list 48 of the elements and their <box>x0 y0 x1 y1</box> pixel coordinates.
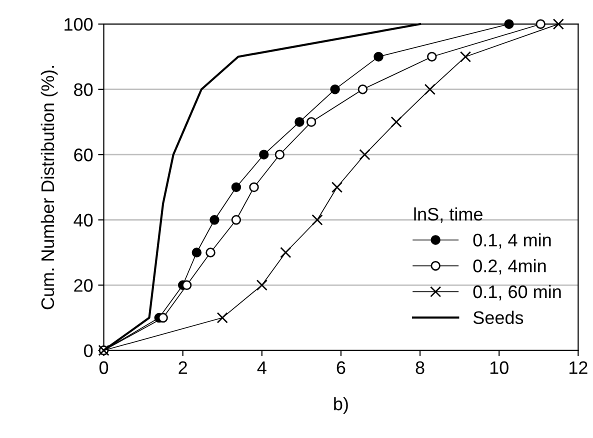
y-tick-label: 100 <box>64 18 93 31</box>
y-tick-label: 60 <box>74 148 93 162</box>
point <box>256 280 268 291</box>
point <box>359 149 370 160</box>
point <box>424 84 436 95</box>
point <box>504 19 514 29</box>
point <box>306 117 316 127</box>
point <box>249 182 259 192</box>
point <box>192 248 202 258</box>
point <box>552 18 564 30</box>
point <box>358 84 368 94</box>
x-tick-label: 4 <box>257 361 266 374</box>
point <box>259 150 269 160</box>
legend-label: 0.1, 4 min <box>473 233 551 249</box>
x-tick-label: 6 <box>336 361 346 374</box>
point <box>294 117 304 127</box>
x-axis-title: b) <box>334 397 348 414</box>
point <box>280 246 292 258</box>
point <box>210 215 220 225</box>
x-tick-label: 12 <box>570 361 588 374</box>
y-tick-label: 40 <box>74 214 93 227</box>
y-tick-label: 20 <box>74 279 93 292</box>
x-tick-label: 0 <box>99 361 108 374</box>
y-tick-label: 80 <box>74 83 93 96</box>
point <box>331 182 343 193</box>
x-tick-label: 10 <box>490 361 508 374</box>
point <box>427 52 437 62</box>
point <box>390 116 402 128</box>
point <box>206 248 216 258</box>
legend-label: 0.1, 60 min <box>473 284 561 300</box>
point <box>312 214 323 226</box>
point <box>330 84 340 94</box>
legend-label: Seeds <box>473 310 524 324</box>
y-axis-title: Cum. Number Distribution (%). <box>40 66 58 310</box>
x-tick-label: 8 <box>416 361 424 374</box>
x-tick-label: 2 <box>178 361 187 374</box>
legend-title: lnS, time <box>414 207 482 223</box>
point <box>231 215 242 225</box>
point <box>182 280 192 290</box>
point <box>536 19 546 29</box>
point <box>374 52 384 62</box>
point <box>216 312 228 324</box>
point <box>460 51 472 62</box>
point <box>158 312 168 323</box>
legend-label: 0.2, 4min <box>473 259 546 274</box>
y-tick-label: 0 <box>84 344 93 358</box>
point <box>231 182 242 192</box>
point <box>274 150 285 160</box>
